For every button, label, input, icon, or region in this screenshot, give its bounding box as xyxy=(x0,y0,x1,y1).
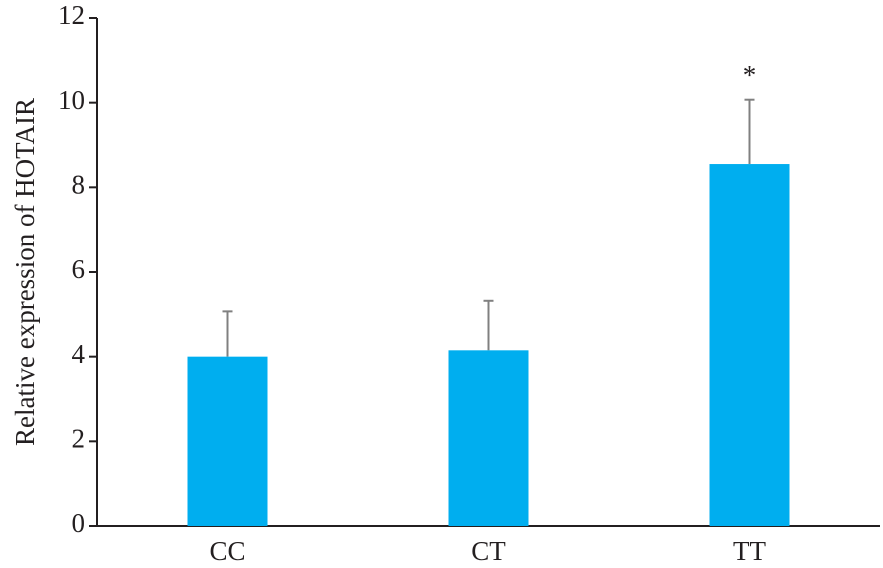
y-axis-label: Relative expression of HOTAIR xyxy=(10,98,40,446)
bar xyxy=(448,350,529,526)
bar xyxy=(709,164,790,527)
x-tick-label: CT xyxy=(471,536,506,566)
y-tick-label: 0 xyxy=(72,508,86,538)
bar xyxy=(187,356,268,526)
significance-marker: * xyxy=(743,60,757,90)
y-tick-label: 10 xyxy=(58,85,85,115)
y-tick-label: 6 xyxy=(72,254,86,284)
x-tick-label: CC xyxy=(209,536,245,566)
y-tick-label: 8 xyxy=(72,170,86,200)
x-tick-label: TT xyxy=(733,536,766,566)
y-tick-label: 4 xyxy=(72,339,86,369)
y-tick-label: 2 xyxy=(72,424,86,454)
y-tick-label: 12 xyxy=(58,0,85,30)
